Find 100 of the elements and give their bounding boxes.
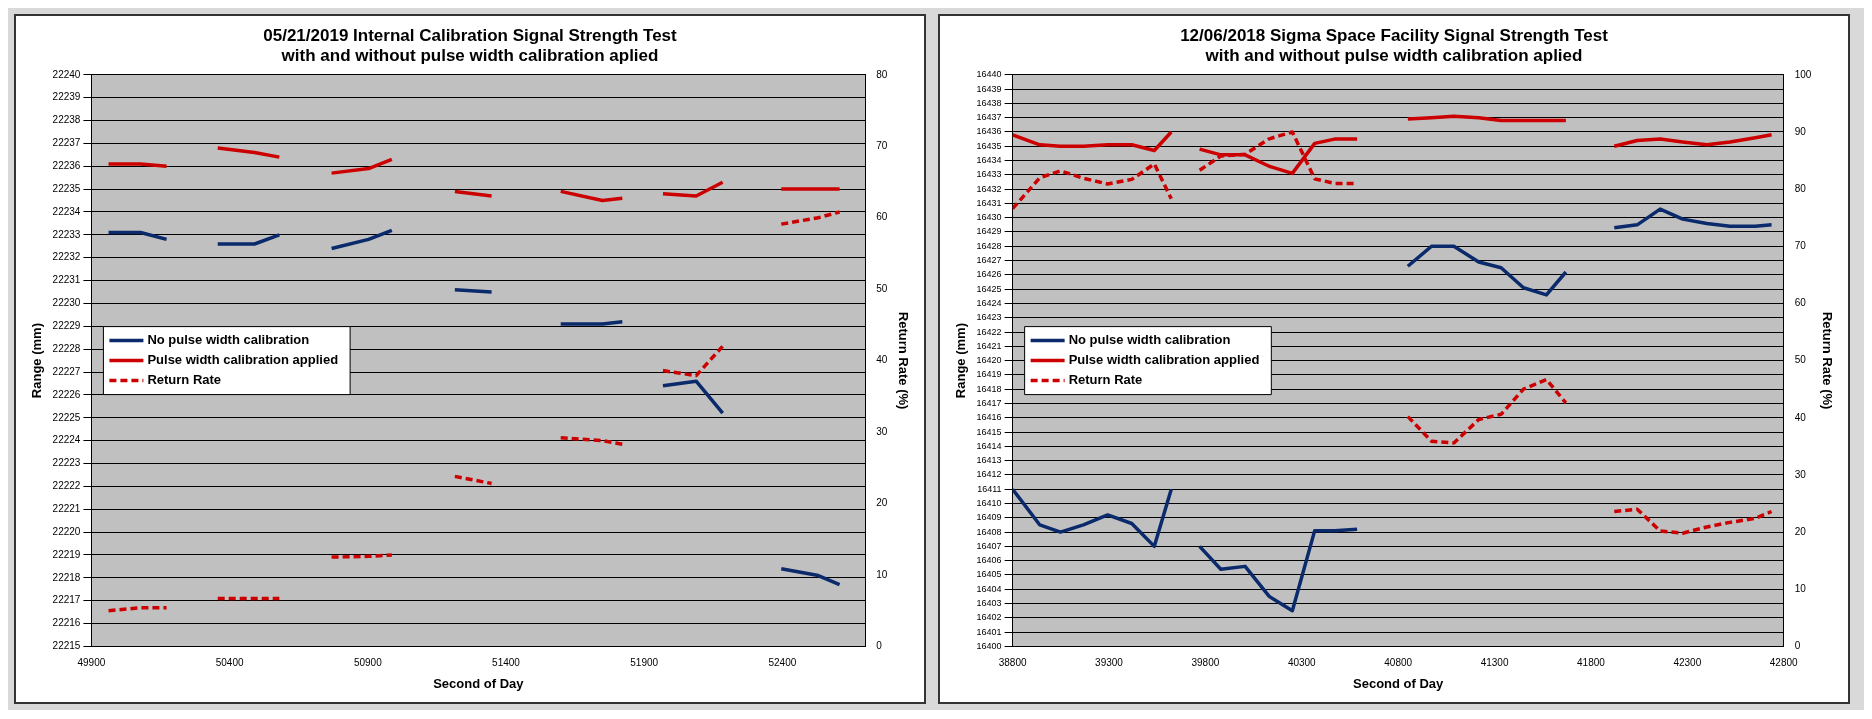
y2-tick-label: 80: [1794, 182, 1807, 194]
y-tick-label: 22238: [52, 114, 81, 126]
y-tick-label: 16433: [976, 169, 1002, 180]
y-tick-label: 22215: [52, 640, 81, 652]
y2-tick-label: 40: [1794, 411, 1807, 423]
y2-tick-label: 0: [1794, 640, 1801, 652]
y-tick-label: 22228: [52, 342, 81, 354]
y-tick-label: 16420: [976, 355, 1002, 366]
x-axis-title: Second of Day: [433, 675, 525, 691]
y-tick-label: 16409: [976, 512, 1002, 523]
y-tick-label: 22224: [52, 434, 81, 446]
x-tick-label: 51400: [492, 657, 521, 669]
y2-tick-label: 60: [1794, 297, 1807, 309]
y2-tick-label: 50: [876, 282, 888, 294]
y-tick-label: 16412: [976, 469, 1002, 480]
y2-axis-title: Return Rate (%): [895, 311, 911, 410]
y-tick-label: 16403: [976, 598, 1002, 609]
y-tick-label: 16407: [976, 540, 1002, 551]
y-tick-label: 16418: [976, 383, 1002, 394]
y-tick-label: 16422: [976, 326, 1002, 337]
y-tick-label: 16440: [976, 69, 1002, 80]
y-tick-label: 16439: [976, 83, 1002, 94]
x-tick-label: 40300: [1287, 657, 1317, 669]
y-tick-label: 22221: [52, 502, 81, 514]
y2-tick-label: 10: [1794, 582, 1807, 594]
y-tick-label: 22229: [52, 320, 81, 332]
y2-tick-label: 20: [876, 497, 888, 509]
y-tick-label: 16436: [976, 126, 1002, 137]
y-tick-label: 16438: [976, 97, 1002, 108]
y-tick-label: 16408: [976, 526, 1002, 537]
y-tick-label: 16429: [976, 226, 1002, 237]
legend-label: Pulse width calibration applied: [147, 352, 339, 368]
x-tick-label: 41800: [1577, 657, 1606, 669]
y-tick-label: 16423: [976, 312, 1002, 323]
y-tick-label: 16400: [976, 640, 1002, 651]
y2-tick-label: 0: [876, 640, 883, 652]
y2-axis-title: Return Rate (%): [1819, 311, 1835, 410]
y-tick-label: 16402: [976, 612, 1002, 623]
x-tick-label: 38800: [998, 657, 1027, 669]
y-tick-label: 22240: [52, 68, 81, 80]
y-tick-label: 16427: [976, 255, 1002, 266]
y-tick-label: 16414: [976, 440, 1002, 451]
y-tick-label: 16434: [976, 155, 1002, 166]
y-tick-label: 16424: [976, 297, 1002, 308]
y-tick-label: 16426: [976, 269, 1002, 280]
y-tick-label: 16413: [976, 455, 1002, 466]
y-tick-label: 22219: [52, 548, 81, 560]
y-tick-label: 22231: [52, 274, 81, 286]
y-tick-label: 22216: [52, 617, 81, 629]
y2-tick-label: 20: [1794, 525, 1807, 537]
y2-tick-label: 90: [1794, 125, 1807, 137]
x-tick-label: 51900: [630, 657, 659, 669]
y-tick-label: 16417: [976, 397, 1002, 408]
y2-tick-label: 30: [1794, 468, 1807, 480]
y-tick-label: 16416: [976, 412, 1002, 423]
chart-title: 12/06/2018 Sigma Space Facility Signal Strength Test with and without pulse width calibration aplied: [1180, 25, 1609, 66]
y-tick-label: 16431: [976, 197, 1002, 208]
x-tick-label: 50400: [215, 657, 244, 669]
y-tick-label: 22235: [52, 182, 81, 194]
y-tick-label: 22232: [52, 251, 81, 263]
y-tick-label: 16410: [976, 497, 1002, 508]
y-tick-label: 16428: [976, 240, 1002, 251]
y-tick-label: 22233: [52, 228, 81, 240]
y-axis-title: Range (mm): [29, 323, 45, 399]
y-tick-label: 16419: [976, 369, 1002, 380]
legend-label: No pulse width calibration: [1068, 332, 1231, 348]
y2-tick-label: 70: [1794, 240, 1807, 252]
y2-tick-label: 30: [876, 425, 888, 437]
y-tick-label: 16406: [976, 555, 1002, 566]
x-tick-label: 42800: [1769, 657, 1799, 669]
y-tick-label: 22226: [52, 388, 81, 400]
y2-tick-label: 10: [876, 568, 888, 580]
y-tick-label: 16425: [976, 283, 1002, 294]
y-tick-label: 22236: [52, 160, 81, 172]
x-tick-label: 41300: [1480, 657, 1509, 669]
x-tick-label: 39800: [1191, 657, 1220, 669]
y-tick-label: 22230: [52, 297, 81, 309]
y2-tick-label: 100: [1794, 68, 1812, 80]
x-tick-label: 50900: [353, 657, 383, 669]
legend-label: Return Rate: [1068, 372, 1143, 388]
y2-tick-label: 40: [876, 354, 888, 366]
y2-tick-label: 80: [876, 68, 888, 80]
y-tick-label: 16401: [976, 626, 1002, 637]
y-tick-label: 16415: [976, 426, 1002, 437]
x-tick-label: 52400: [768, 657, 797, 669]
y-tick-label: 22217: [52, 594, 81, 606]
y2-tick-label: 50: [1794, 354, 1807, 366]
y-tick-label: 16411: [977, 483, 1002, 494]
y-axis-title: Range (mm): [953, 323, 969, 399]
x-tick-label: 42300: [1673, 657, 1702, 669]
x-axis-title: Second of Day: [1353, 675, 1445, 691]
y-tick-label: 16435: [976, 140, 1002, 151]
y-tick-label: 22225: [52, 411, 81, 423]
y-tick-label: 16404: [976, 583, 1002, 594]
y2-tick-label: 70: [876, 140, 888, 151]
y-tick-label: 16432: [976, 183, 1002, 194]
y-tick-label: 16405: [976, 569, 1002, 580]
y-tick-label: 22239: [52, 91, 81, 103]
y-tick-label: 22227: [52, 365, 81, 377]
y2-tick-label: 60: [876, 211, 888, 223]
